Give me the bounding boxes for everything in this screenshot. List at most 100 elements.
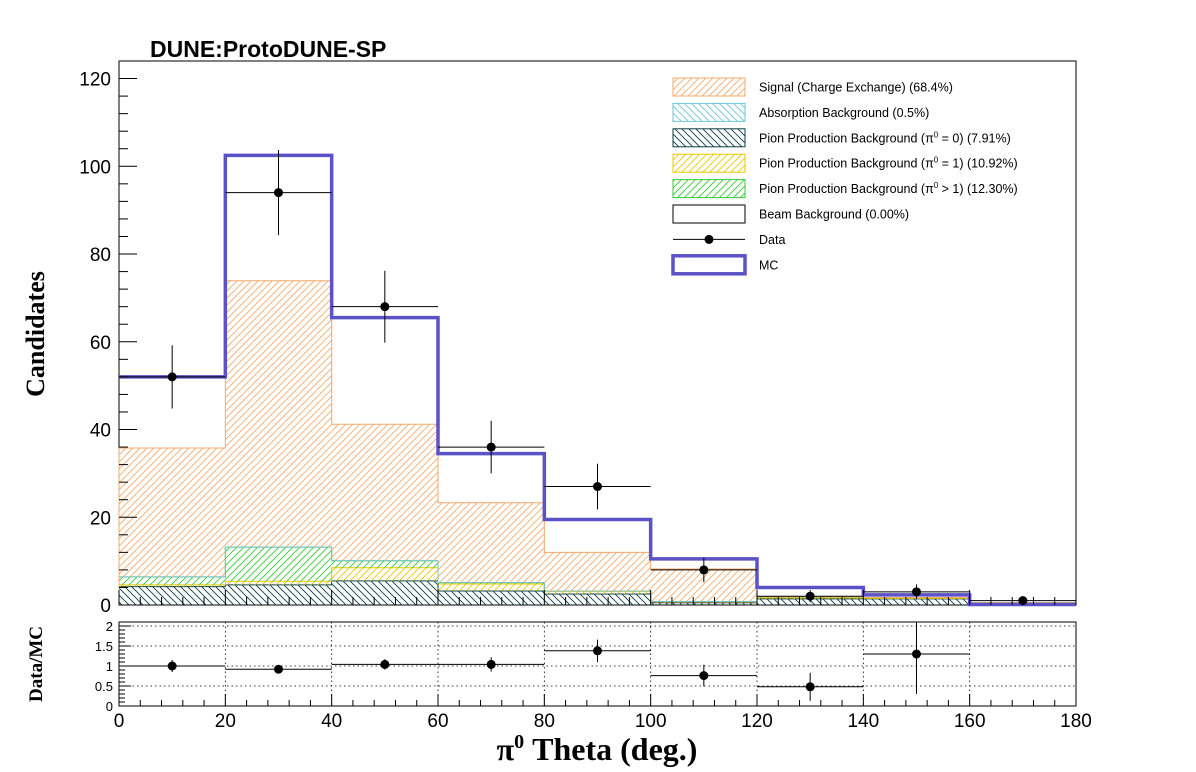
stack-bar	[119, 576, 226, 585]
main-axes: 0 20 40 60 80 100 120	[79, 60, 1077, 617]
ratio-point	[912, 649, 921, 659]
legend-label: Pion Production Background (π0 = 0) (7.9…	[759, 130, 1011, 145]
y-axis-title: Candidates	[21, 271, 50, 397]
legend-entry: MC	[671, 254, 778, 276]
data-point	[699, 565, 709, 575]
x-tick-label: 160	[954, 711, 986, 732]
legend-label-text: Beam Background (0.00%)	[759, 208, 909, 222]
data-point	[274, 188, 283, 198]
stack-bar	[544, 552, 651, 591]
ratio-point	[167, 661, 177, 671]
legend-label: Beam Background (0.00%)	[759, 208, 909, 222]
legend-label-text: Data	[759, 233, 785, 247]
ratio-y-tick-label: 0	[106, 699, 113, 714]
ratio-point	[486, 659, 496, 669]
legend-swatch	[672, 153, 746, 173]
legend: Signal (Charge Exchange) (68.4%) Absorpti…	[671, 77, 1018, 276]
legend-swatch	[672, 179, 746, 199]
mc-series	[119, 153, 1076, 607]
x-tick-label: 180	[1060, 711, 1092, 732]
stack-bar	[438, 502, 545, 583]
ratio-panel: 00.511.520 20 40 60 80 100 120 140 160 180	[95, 619, 1092, 732]
y-tick-label: 0	[100, 596, 111, 617]
legend-label-end: = 0) (7.91%)	[938, 131, 1011, 145]
stack-series-4	[118, 280, 1076, 605]
y-tick-label: 60	[90, 333, 111, 354]
legend-label: Signal (Charge Exchange) (68.4%)	[759, 81, 953, 95]
legend-label: Pion Production Background (π0 = 1) (10.…	[759, 156, 1018, 171]
legend-label: Data	[759, 233, 785, 247]
legend-entry: Pion Production Background (π0 = 1) (10.…	[672, 153, 1018, 173]
legend-entry: Data	[673, 233, 785, 247]
legend-swatch	[672, 204, 746, 224]
legend-label-text: Pion Production Background (π	[759, 157, 934, 171]
ratio-point	[274, 664, 283, 674]
x-tick-label: 20	[215, 711, 236, 732]
y-tick-label: 120	[79, 70, 111, 91]
stack-bar	[331, 567, 438, 581]
stack-bar	[225, 547, 332, 582]
legend-swatch	[672, 128, 746, 148]
ratio-y-axis-title: Data/MC	[26, 626, 47, 702]
legend-label-text: Pion Production Background (π	[759, 131, 934, 145]
stack-bar	[331, 424, 438, 561]
data-series	[119, 150, 1076, 606]
stack-bar	[225, 581, 332, 585]
legend-entry: Pion Production Background (π0 > 1) (12.…	[672, 179, 1018, 199]
legend-entry: Signal (Charge Exchange) (68.4%)	[672, 77, 953, 97]
data-point	[805, 591, 815, 601]
data-point	[380, 302, 390, 312]
y-tick-label: 100	[79, 157, 111, 178]
stack-bar	[331, 580, 438, 605]
legend-label-text: MC	[759, 258, 778, 272]
mc-line	[119, 153, 1076, 607]
ratio-y-tick-label: 1.5	[95, 639, 113, 654]
ratio-y-tick-label: 1	[106, 659, 113, 674]
legend-label-end: > 1) (12.30%)	[938, 182, 1018, 196]
stack-bar	[438, 583, 545, 591]
legend-swatch	[671, 254, 747, 276]
x-tick-label: 80	[534, 711, 555, 732]
stack-bar	[863, 598, 970, 605]
legend-label-sup: 0	[934, 156, 939, 165]
ratio-point	[593, 646, 602, 656]
data-point	[593, 482, 602, 492]
y-tick-label: 40	[90, 421, 111, 442]
legend-label: MC	[759, 258, 778, 272]
legend-label: Absorption Background (0.5%)	[759, 106, 929, 120]
legend-swatch	[672, 77, 746, 97]
stack-bar	[544, 591, 651, 595]
ratio-point	[805, 682, 815, 692]
legend-data-marker	[704, 234, 714, 244]
ratio-series	[119, 622, 970, 701]
main-panel: 0 20 40 60 80 100 120	[79, 60, 1077, 617]
stack-bar	[650, 602, 757, 605]
legend-label-end: = 1) (10.92%)	[938, 157, 1018, 171]
ratio-point	[699, 671, 709, 681]
ratio-plot-frame	[118, 621, 1077, 707]
stack-bar	[119, 584, 226, 587]
stack-bar	[225, 584, 332, 605]
x-tick-label: 120	[741, 711, 773, 732]
stack-bar	[438, 582, 545, 584]
legend-entry: Pion Production Background (π0 = 0) (7.9…	[672, 128, 1011, 148]
x-axis-title-rest: Theta (deg.)	[524, 731, 697, 767]
legend-label: Pion Production Background (π0 > 1) (12.…	[759, 181, 1018, 196]
legend-label-sup: 0	[934, 130, 939, 139]
x-tick-label: 100	[635, 711, 667, 732]
data-point	[1018, 596, 1028, 606]
stack-bar	[119, 586, 226, 605]
x-axis-title-sup: 0	[514, 731, 524, 753]
stack-bar	[119, 447, 226, 577]
ratio-y-tick-label: 0.5	[95, 679, 113, 694]
ratio-point	[380, 659, 390, 669]
x-tick-label: 60	[427, 711, 448, 732]
stack-bar	[438, 590, 545, 605]
legend-swatch	[672, 102, 746, 122]
x-tick-label: 140	[847, 711, 879, 732]
stack-bar	[544, 594, 651, 605]
stack-bar	[225, 280, 332, 548]
y-tick-label: 80	[90, 245, 111, 266]
data-point	[486, 442, 496, 452]
